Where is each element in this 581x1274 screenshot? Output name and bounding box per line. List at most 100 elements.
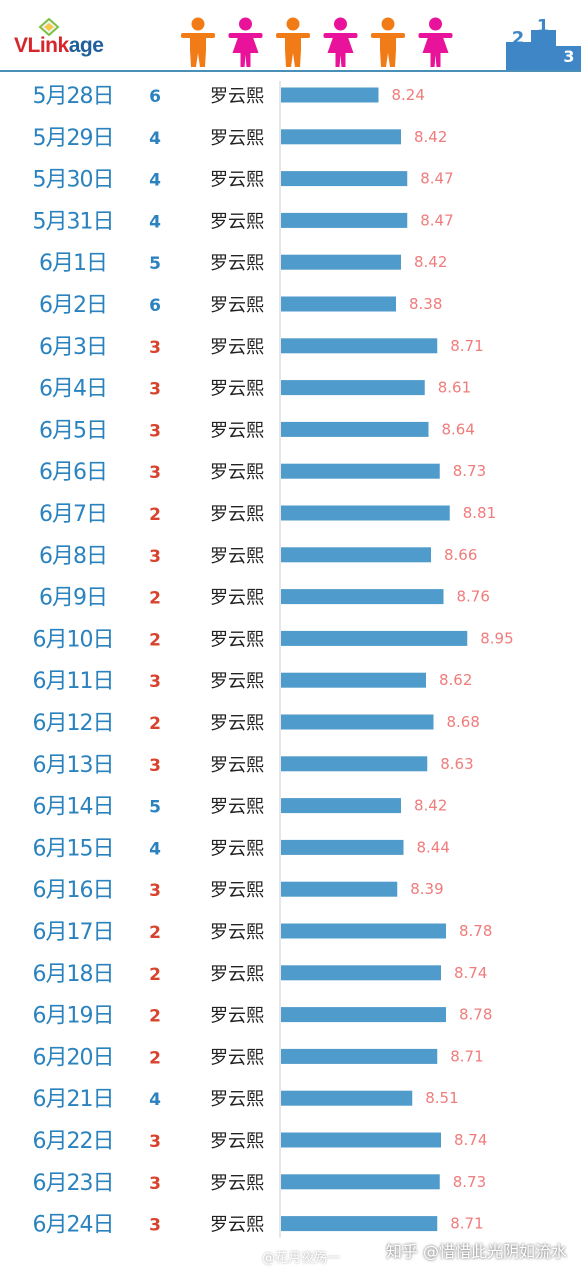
male-figure-icon <box>371 17 405 67</box>
date-label: 6月21日 <box>33 1087 114 1112</box>
value-label: 8.78 <box>459 922 492 940</box>
value-label: 8.71 <box>450 1047 483 1065</box>
bar <box>281 923 446 939</box>
date-label: 6月7日 <box>39 502 107 527</box>
artist-name-label: 罗云熙 <box>210 964 264 985</box>
rank-label: 4 <box>149 171 161 191</box>
bar <box>281 87 379 103</box>
date-label: 6月16日 <box>33 878 114 903</box>
bar <box>281 756 428 772</box>
rank-label: 3 <box>149 380 161 400</box>
bar <box>281 965 441 981</box>
bar <box>281 589 444 605</box>
logo-text-part2: age <box>68 34 104 57</box>
rank-label: 2 <box>149 1048 161 1068</box>
logo-text-part1: VLink <box>14 34 69 57</box>
female-figure-icon <box>323 17 358 67</box>
bar <box>281 421 429 437</box>
bar <box>281 630 468 646</box>
artist-name-label: 罗云熙 <box>210 170 264 191</box>
artist-name-label: 罗云熙 <box>210 1173 264 1194</box>
bar <box>281 463 440 479</box>
artist-name-label: 罗云熙 <box>210 1215 264 1236</box>
artist-name-label: 罗云熙 <box>210 86 264 107</box>
value-label: 8.42 <box>414 128 447 146</box>
artist-name-label: 罗云熙 <box>210 462 264 483</box>
bar <box>281 714 434 730</box>
svg-text:2: 2 <box>512 28 525 49</box>
rank-label: 2 <box>149 923 161 943</box>
ranking-bar-chart: 5月28日 6 罗云熙 8.24 5月29日 4 罗云熙 8.42 5月30日 4 罗云熙 8.47 5… <box>33 81 514 1238</box>
value-label: 8.68 <box>447 713 480 731</box>
artist-name-label: 罗云熙 <box>210 253 264 274</box>
value-label: 8.71 <box>450 1215 483 1233</box>
rank-label: 5 <box>149 798 161 818</box>
artist-name-label: 罗云熙 <box>210 1006 264 1027</box>
rank-label: 2 <box>149 589 161 609</box>
bar <box>281 1132 441 1148</box>
bar <box>281 881 398 897</box>
artist-name-label: 罗云熙 <box>210 128 264 149</box>
value-label: 8.73 <box>453 1173 486 1191</box>
artist-name-label: 罗云熙 <box>210 838 264 859</box>
bar <box>281 1174 440 1190</box>
artist-name-label: 罗云熙 <box>210 1089 264 1110</box>
watermark-small: @花月夜殇一 <box>262 1251 341 1266</box>
date-label: 6月18日 <box>33 962 114 987</box>
date-label: 6月11日 <box>33 669 114 694</box>
date-label: 6月23日 <box>33 1171 114 1196</box>
value-label: 8.51 <box>425 1089 458 1107</box>
date-label: 6月6日 <box>39 460 107 485</box>
rank-label: 4 <box>149 839 161 859</box>
artist-name-label: 罗云熙 <box>210 922 264 943</box>
rank-label: 2 <box>149 630 161 650</box>
bar <box>281 1216 438 1232</box>
people-figures-icon <box>181 17 453 67</box>
rank-label: 3 <box>149 756 161 776</box>
bar <box>281 547 431 563</box>
rank-label: 3 <box>149 881 161 901</box>
logo-mark-icon <box>38 18 60 36</box>
rank-label: 5 <box>149 254 161 274</box>
bar <box>281 254 401 270</box>
value-label: 8.66 <box>444 546 477 564</box>
date-label: 5月31日 <box>33 209 114 234</box>
rank-label: 4 <box>149 129 161 149</box>
bar <box>281 839 404 855</box>
rank-label: 2 <box>149 1007 161 1027</box>
artist-name-label: 罗云熙 <box>210 1131 264 1152</box>
value-label: 8.38 <box>409 295 442 313</box>
rank-label: 3 <box>149 421 161 441</box>
value-label: 8.74 <box>454 964 487 982</box>
svg-text:3: 3 <box>563 47 574 66</box>
value-label: 8.76 <box>457 588 490 606</box>
value-label: 8.24 <box>392 86 425 104</box>
date-label: 5月29日 <box>33 126 114 151</box>
artist-name-label: 罗云熙 <box>210 1047 264 1068</box>
rank-label: 4 <box>149 1090 161 1110</box>
rank-label: 3 <box>149 1174 161 1194</box>
date-label: 6月8日 <box>39 544 107 569</box>
artist-name-label: 罗云熙 <box>210 420 264 441</box>
rank-label: 6 <box>149 296 161 316</box>
value-label: 8.47 <box>420 170 453 188</box>
header-divider <box>0 70 581 72</box>
rank-label: 4 <box>149 212 161 232</box>
rank-label: 6 <box>149 87 161 107</box>
bar <box>281 505 450 521</box>
value-label: 8.73 <box>453 462 486 480</box>
value-label: 8.74 <box>454 1131 487 1149</box>
brand-logo: VLinkage <box>14 34 104 58</box>
rank-label: 2 <box>149 965 161 985</box>
bar <box>281 171 408 187</box>
bar <box>281 338 438 354</box>
date-label: 6月13日 <box>33 753 114 778</box>
date-label: 5月28日 <box>33 84 114 109</box>
date-label: 6月1日 <box>39 251 107 276</box>
rank-label: 3 <box>149 338 161 358</box>
value-label: 8.78 <box>459 1006 492 1024</box>
rank-label: 2 <box>149 714 161 734</box>
date-label: 6月5日 <box>39 418 107 443</box>
artist-name-label: 罗云熙 <box>210 671 264 692</box>
value-label: 8.63 <box>440 755 473 773</box>
